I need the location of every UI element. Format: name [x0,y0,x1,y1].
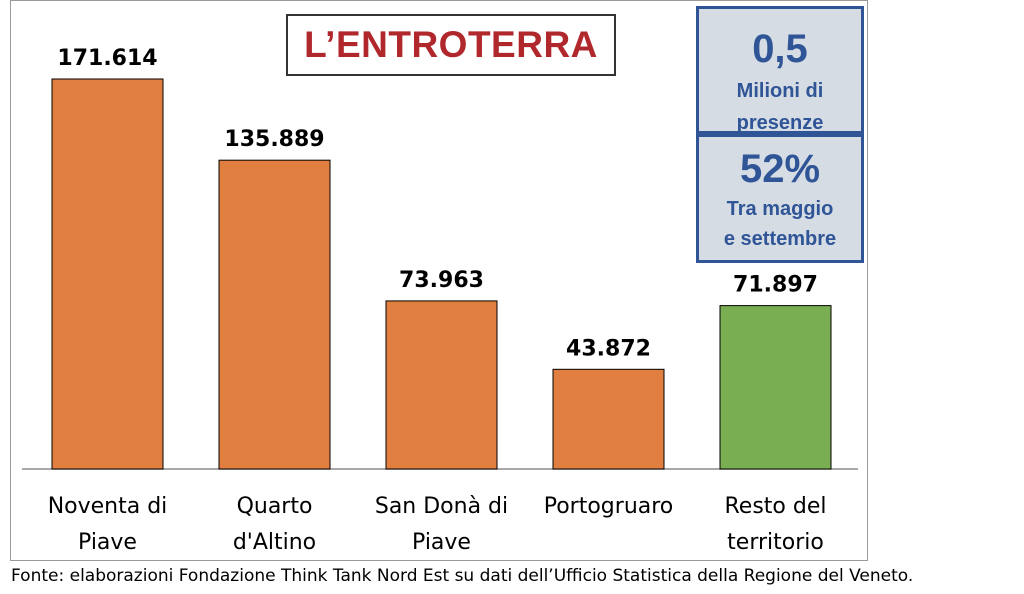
bar [51,78,164,470]
data-label: 71.897 [733,273,818,298]
category-label: Noventa di [48,494,168,519]
bar [385,300,498,470]
category-label: d'Altino [233,530,316,555]
stat-value: 0,5 [752,27,808,71]
data-label: 135.889 [224,127,324,152]
stat-label-line2: presenze [736,112,824,134]
category-label: Piave [412,530,471,555]
bar [218,159,331,470]
data-label: 43.872 [566,336,651,361]
bar [552,368,665,470]
data-label: 73.963 [399,268,484,293]
stat-box-percentuale: 52% Tra maggio e settembre [696,134,864,263]
category-label: Piave [78,530,137,555]
category-label: territorio [727,530,824,555]
source-note: Fonte: elaborazioni Fondazione Think Tan… [11,566,914,586]
chart-title-box: L’ENTROTERRA [286,14,616,76]
chart-title: L’ENTROTERRA [304,24,598,65]
bar-chart: 171.614 Noventa di Piave 135.889 Quarto d'Alt… [22,46,858,555]
stat-box-presenze: 0,5 Milioni di presenze [696,6,864,134]
stat-label-line2: e settembre [723,228,837,250]
category-label: San Donà di [375,494,508,519]
category-label: Resto del [725,494,827,519]
stat-value: 52% [739,147,821,191]
chart-frame: 171.614 Noventa di Piave 135.889 Quarto d'Alt… [10,0,868,561]
stat-label-line1: Tra maggio [726,198,834,220]
category-label: Quarto [237,494,313,519]
data-label: 171.614 [57,46,157,71]
bar [719,305,832,470]
category-label: Portogruaro [544,494,674,519]
stat-label-line1: Milioni di [736,80,824,102]
